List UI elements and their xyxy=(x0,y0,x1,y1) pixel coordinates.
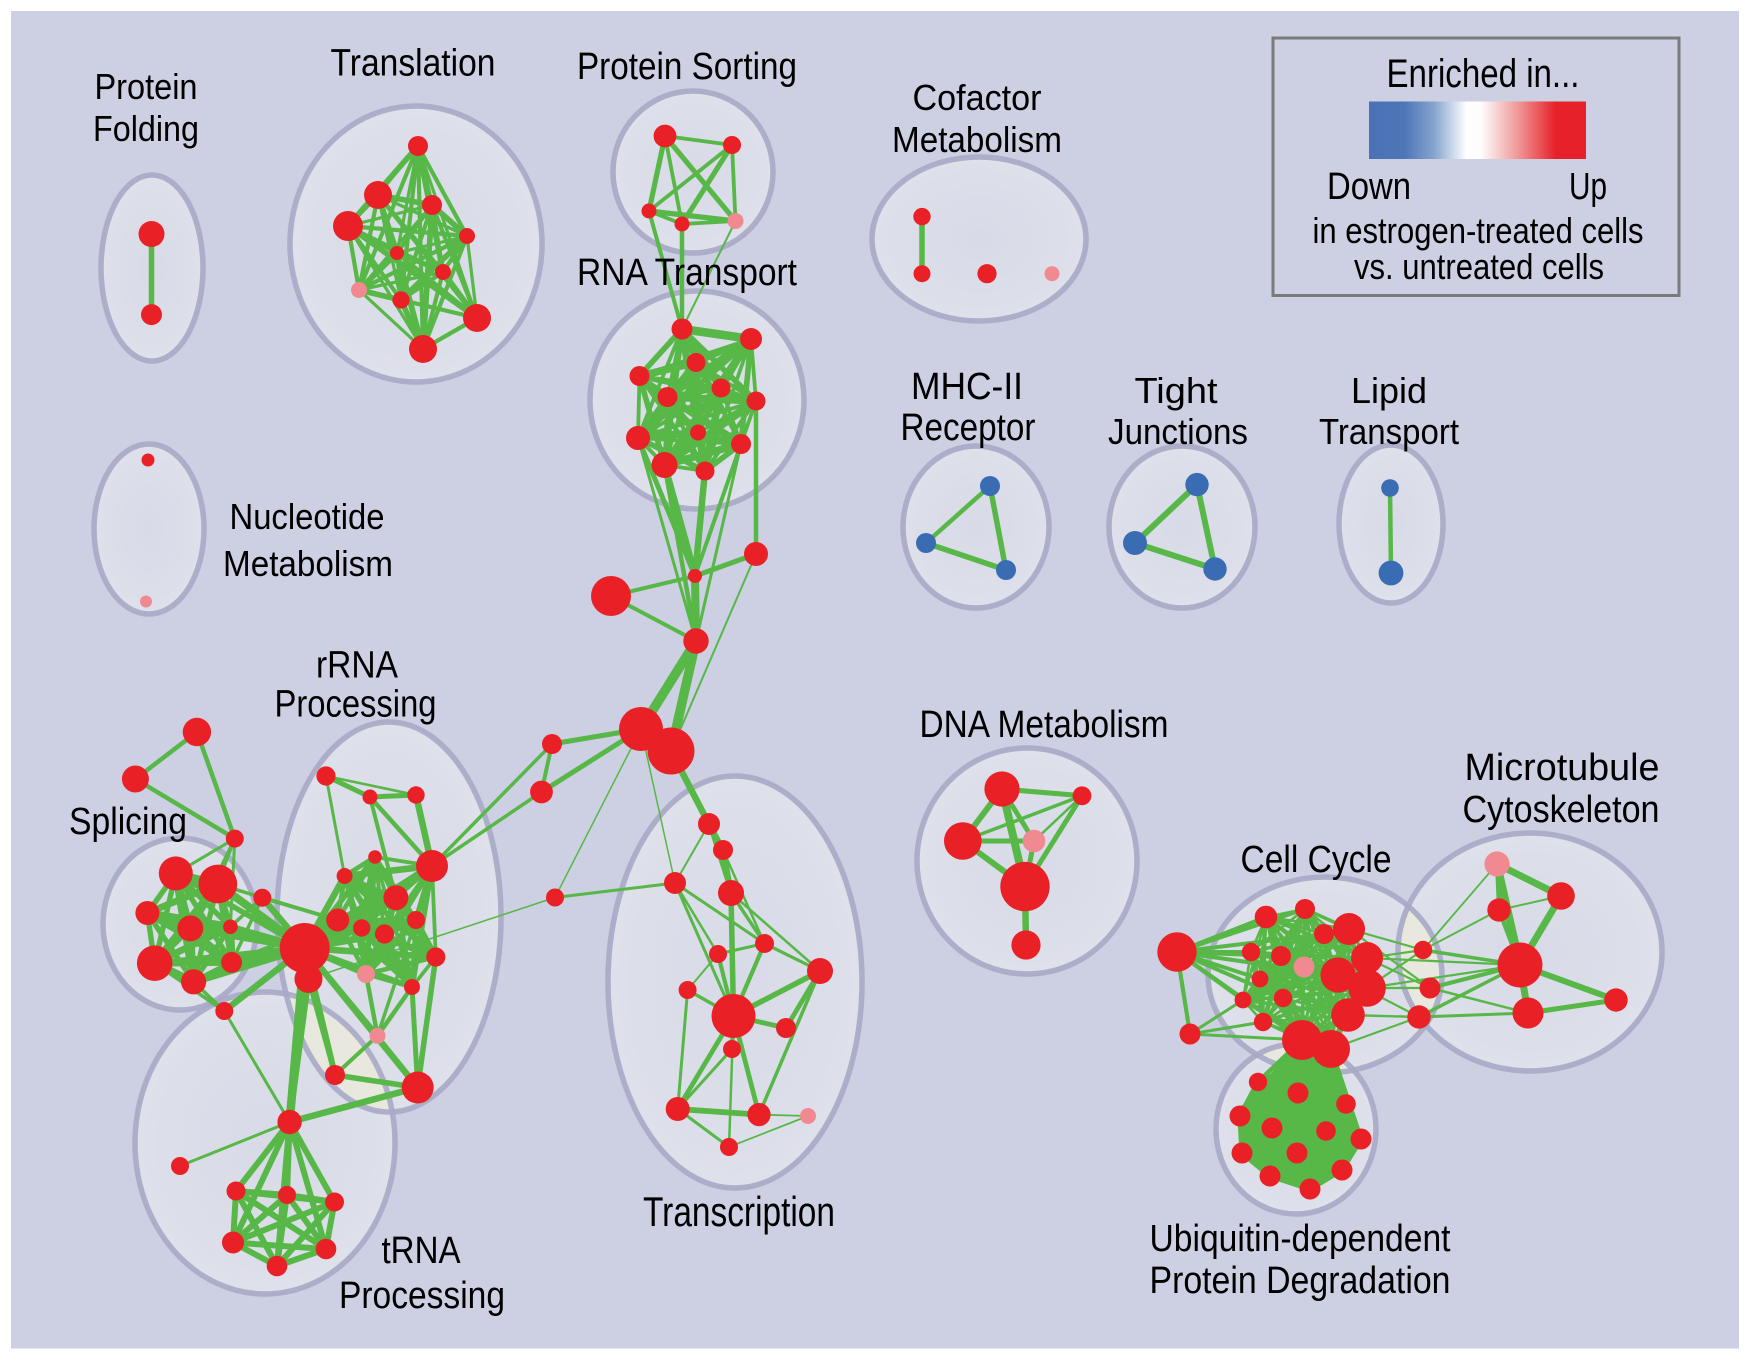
svg-text:MHC-II: MHC-II xyxy=(911,366,1023,408)
svg-text:Cofactor: Cofactor xyxy=(913,77,1042,118)
svg-text:Nucleotide: Nucleotide xyxy=(230,496,385,537)
svg-text:Protein Sorting: Protein Sorting xyxy=(577,46,797,88)
svg-text:Ubiquitin-dependent: Ubiquitin-dependent xyxy=(1150,1218,1451,1260)
svg-text:Microtubule: Microtubule xyxy=(1465,747,1660,789)
svg-text:Down: Down xyxy=(1327,166,1411,208)
svg-text:DNA Metabolism: DNA Metabolism xyxy=(920,704,1169,746)
svg-text:Protein Degradation: Protein Degradation xyxy=(1150,1260,1451,1302)
svg-text:Up: Up xyxy=(1569,166,1607,208)
svg-text:Cytoskeleton: Cytoskeleton xyxy=(1463,789,1660,831)
svg-text:Translation: Translation xyxy=(331,43,496,85)
svg-text:Processing: Processing xyxy=(339,1275,505,1317)
svg-text:tRNA: tRNA xyxy=(382,1230,462,1272)
svg-text:Cell Cycle: Cell Cycle xyxy=(1241,839,1392,881)
svg-text:Junctions: Junctions xyxy=(1108,411,1248,452)
svg-text:Receptor: Receptor xyxy=(901,407,1036,449)
svg-text:Protein: Protein xyxy=(95,66,198,107)
svg-text:Metabolism: Metabolism xyxy=(892,119,1062,160)
svg-text:rRNA: rRNA xyxy=(316,645,399,687)
svg-text:Folding: Folding xyxy=(93,108,199,149)
svg-text:Metabolism: Metabolism xyxy=(223,543,393,584)
svg-text:Processing: Processing xyxy=(275,684,437,726)
svg-text:Transcription: Transcription xyxy=(643,1188,835,1235)
svg-text:vs. untreated cells: vs. untreated cells xyxy=(1354,246,1604,287)
svg-text:RNA Transport: RNA Transport xyxy=(577,252,797,294)
svg-text:Transport: Transport xyxy=(1319,411,1459,452)
svg-text:in estrogen-treated cells: in estrogen-treated cells xyxy=(1313,210,1644,251)
svg-text:Tight: Tight xyxy=(1135,370,1218,411)
svg-text:Lipid: Lipid xyxy=(1351,370,1427,411)
svg-text:Splicing: Splicing xyxy=(69,801,187,843)
svg-text:Enriched in...: Enriched in... xyxy=(1387,52,1580,96)
